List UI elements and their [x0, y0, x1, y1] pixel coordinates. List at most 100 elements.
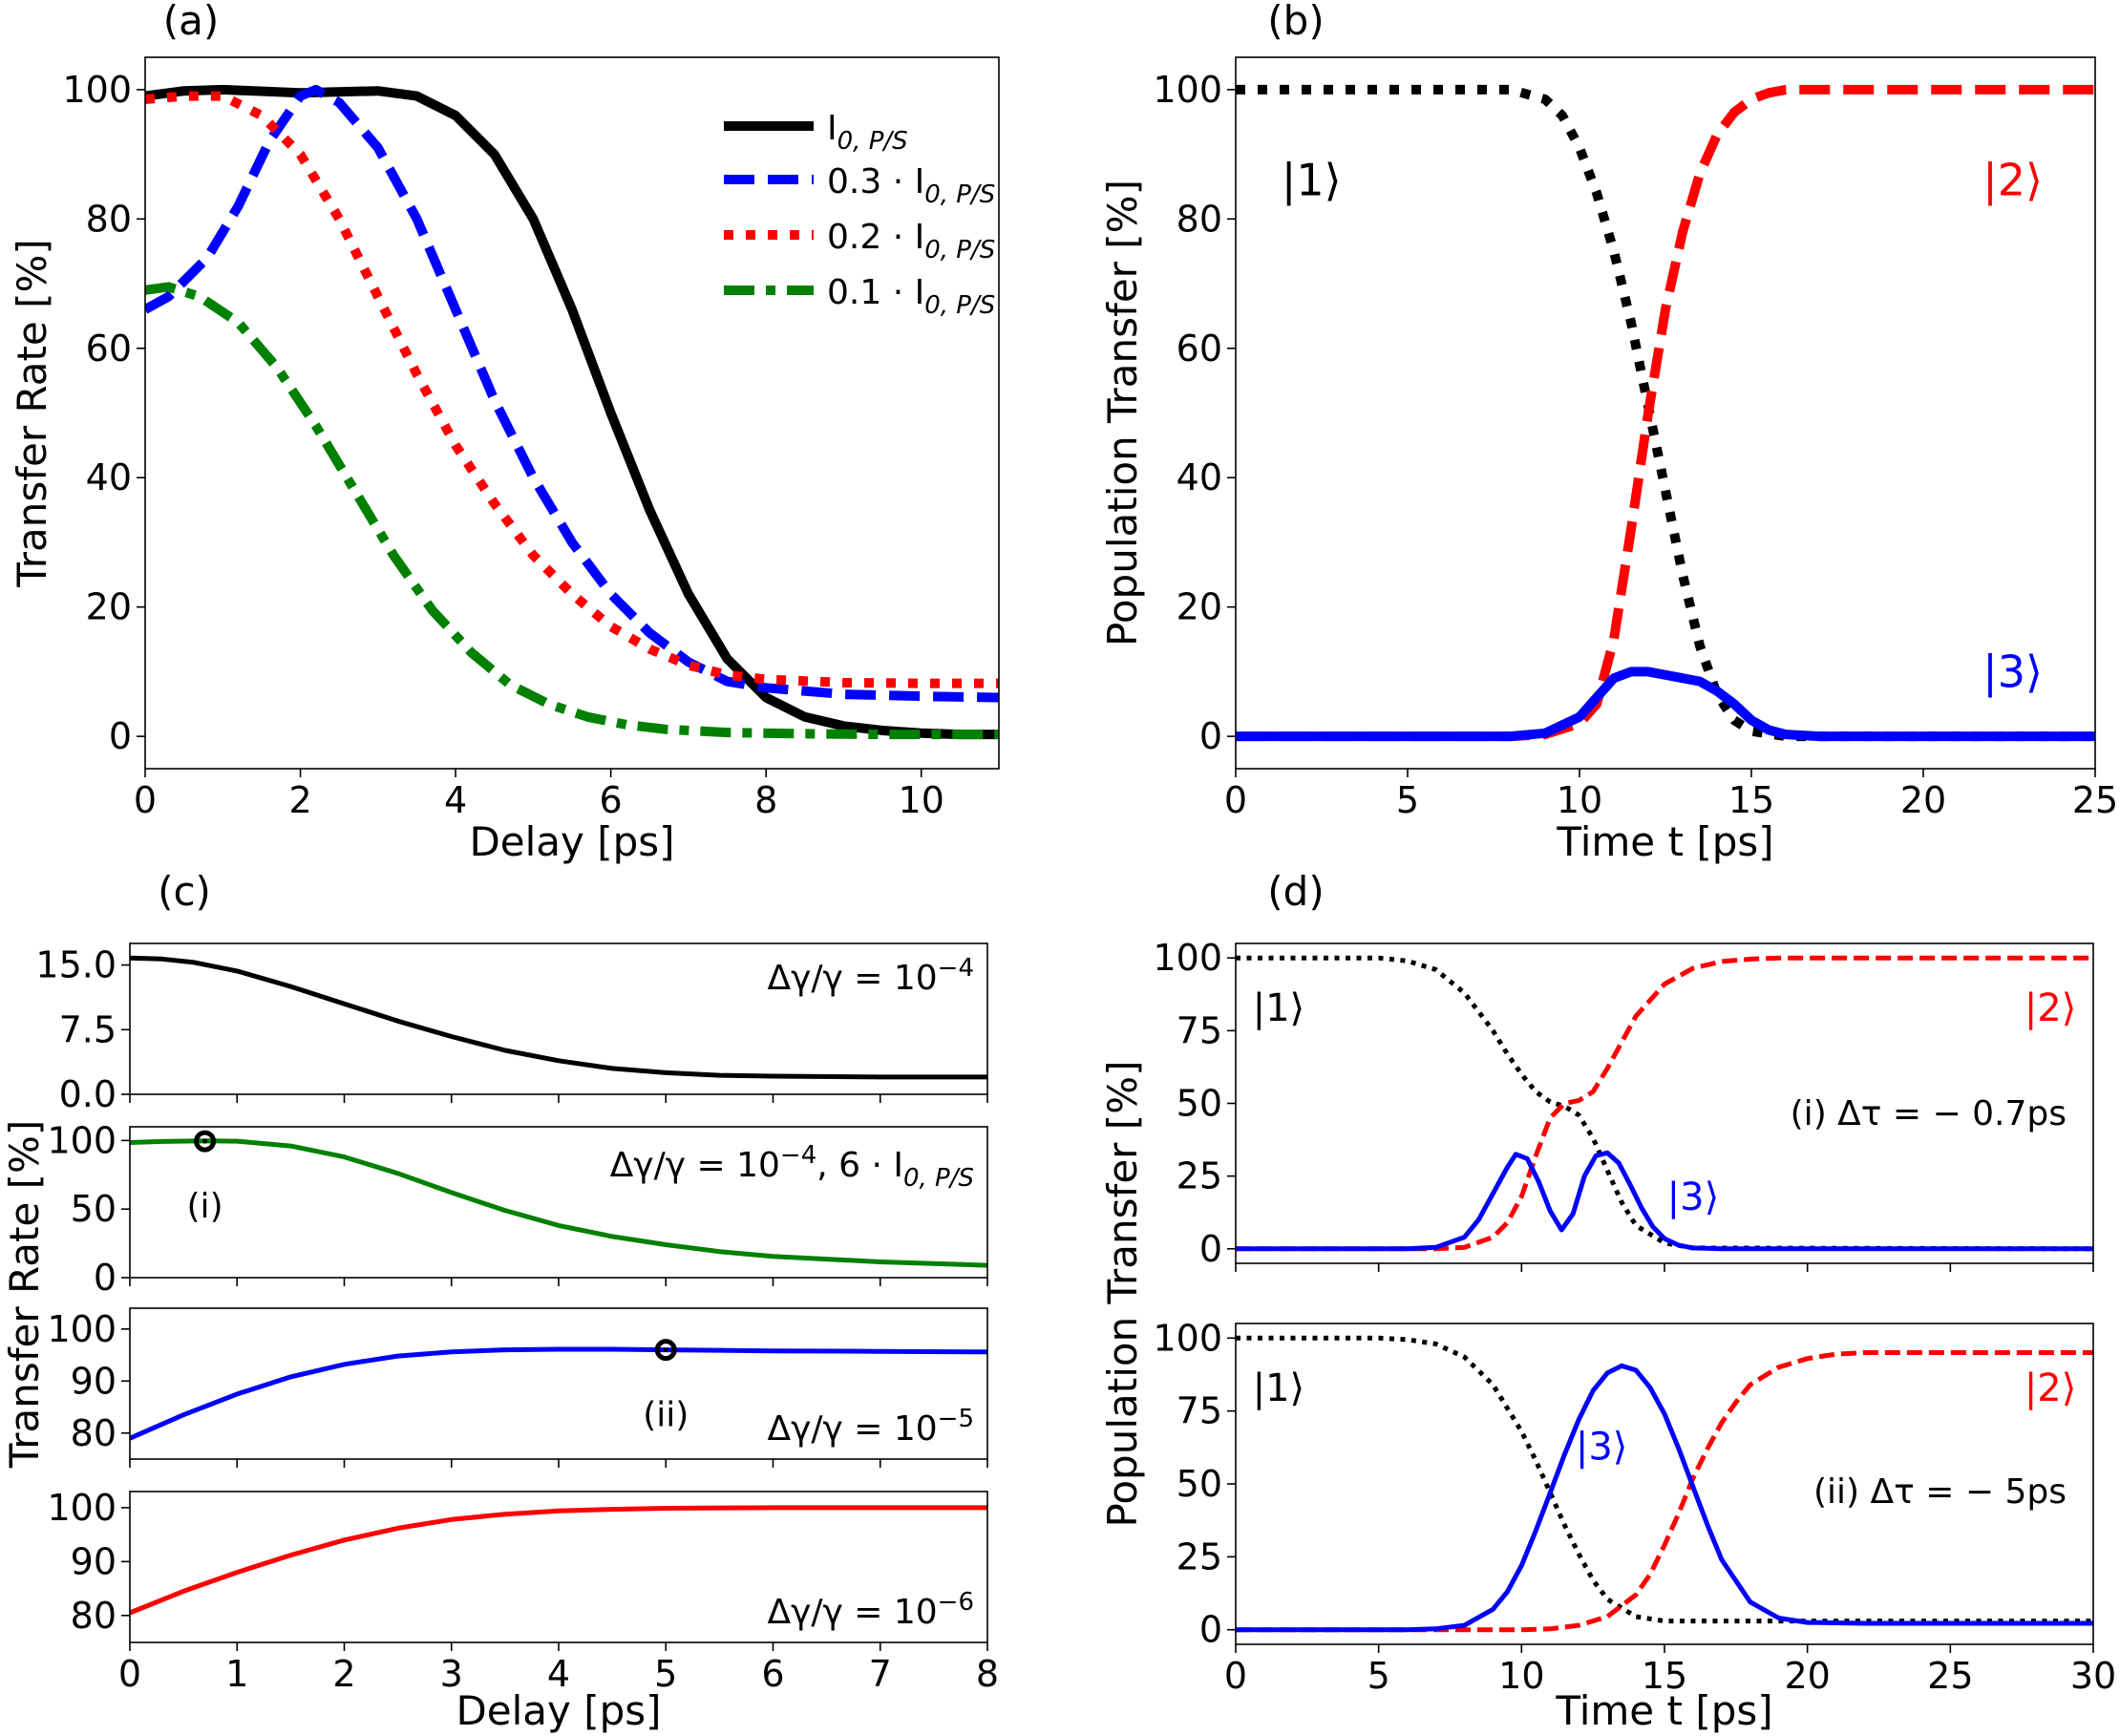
curve-label-exponent: −4 [780, 1141, 816, 1170]
x-tick-label: 0 [1224, 779, 1247, 821]
x-tick-label: 0 [1224, 1655, 1247, 1697]
x-tick-label: 0 [134, 779, 157, 821]
panel-label: (d) [1267, 868, 1324, 915]
legend-label: 0.1 · I0, P/S [827, 273, 995, 320]
y-tick-label: 75 [1177, 1009, 1222, 1051]
y-tick-label: 90 [71, 1360, 117, 1402]
x-tick-label: 2 [288, 779, 311, 821]
series-line-2 [1236, 667, 2095, 742]
y-tick-label: 100 [1153, 937, 1222, 979]
highlight-marker-dot [202, 1138, 208, 1144]
legend-label-subscript: 0, P/S [924, 291, 995, 320]
curve-label-base: Δγ/γ = 10 [767, 959, 937, 998]
y-tick-label: 80 [71, 1595, 117, 1637]
series-line-1 [1236, 955, 2093, 1252]
series-line-2 [145, 91, 999, 688]
y-tick-label: 80 [71, 1412, 117, 1454]
curve-label: Δγ/γ = 10−4 [767, 954, 974, 998]
panel-label: (c) [158, 868, 211, 915]
x-tick-label: 5 [1396, 779, 1419, 821]
x-tick-label: 25 [1927, 1655, 1973, 1697]
y-tick-label: 50 [1177, 1463, 1222, 1505]
series-line-0 [1236, 84, 2095, 742]
series-line-2 [1236, 1150, 2093, 1252]
y-tick-label: 50 [71, 1188, 117, 1230]
y-tick-label: 60 [86, 328, 132, 370]
curve-label-base: Δγ/γ = 10 [767, 1409, 937, 1449]
y-tick-label: 0 [1199, 715, 1222, 757]
y-tick-label: 100 [47, 1119, 117, 1161]
state-ket-label: |1⟩ [1253, 1366, 1305, 1410]
x-tick-label: 25 [2072, 779, 2118, 821]
panel-label: (b) [1267, 0, 1324, 44]
y-tick-label: 75 [1177, 1390, 1222, 1432]
x-tick-label: 5 [654, 1653, 677, 1695]
legend-label-subscript: 0, P/S [924, 236, 995, 265]
y-tick-label: 60 [1177, 328, 1222, 370]
x-axis-label: Delay [ps] [456, 1687, 661, 1734]
x-tick-label: 30 [2070, 1655, 2116, 1697]
y-tick-label: 80 [86, 198, 132, 240]
highlight-marker [194, 1130, 217, 1153]
y-tick-label: 100 [47, 1487, 117, 1529]
x-axis-label: Time t [ps] [1555, 1687, 1772, 1734]
y-axis-label: Population Transfer [%] [1099, 180, 1146, 646]
series-line-0 [1236, 955, 2093, 1252]
state-ket-label: |3⟩ [1667, 1175, 1720, 1219]
series-line-1 [1236, 1350, 2093, 1633]
subplot-d-1: 0 25 50 75 100 (i) Δτ = − 0.7ps |1⟩ |2⟩ |3⟩ [1153, 937, 2094, 1272]
legend-label-base: I [827, 109, 837, 148]
panel-b: 0 5 10 15 20 25 0 20 40 60 80 100 Time t [ps] Populat… [1099, 0, 2118, 865]
highlight-marker-dot [663, 1347, 668, 1353]
y-tick-label: 100 [47, 1308, 117, 1350]
curve-label-subscript: 0, P/S [903, 1164, 974, 1193]
y-tick-label: 40 [1177, 456, 1222, 498]
x-tick-label: 2 [332, 1653, 355, 1695]
y-tick-label: 100 [1153, 1317, 1222, 1359]
y-tick-label: 90 [71, 1540, 117, 1582]
series-line [130, 1505, 987, 1616]
x-tick-label: 6 [600, 779, 623, 821]
legend-label-base: 0.3 · I [827, 162, 924, 201]
panel-d: 0 25 50 75 100 (i) Δτ = − 0.7ps |1⟩ |2⟩ |3⟩ 0 5 10 1… [1099, 868, 2116, 1734]
y-tick-label: 50 [1177, 1083, 1222, 1125]
y-tick-label: 25 [1177, 1155, 1222, 1197]
series-line [130, 1346, 987, 1441]
legend-label: I0, P/S [827, 109, 908, 156]
x-tick-label: 6 [761, 1653, 784, 1695]
x-tick-label: 20 [1900, 779, 1946, 821]
curve-label-exponent: −5 [938, 1405, 974, 1433]
series-line-1 [1236, 84, 2095, 742]
curve-label-base: Δγ/γ = 10 [767, 1593, 937, 1632]
legend-label-subscript: 0, P/S [837, 127, 908, 156]
y-tick-label: 0 [94, 1257, 117, 1299]
state-ket-label: |2⟩ [1982, 155, 2043, 207]
legend-label: 0.2 · I0, P/S [827, 218, 995, 265]
x-tick-label: 0 [118, 1653, 141, 1695]
x-axis-label: Time t [ps] [1556, 818, 1773, 865]
state-ket-label: |3⟩ [1982, 646, 2043, 698]
x-tick-label: 4 [444, 779, 467, 821]
y-tick-label: 0 [1199, 1228, 1222, 1270]
delay-annotation: (i) Δτ = − 0.7ps [1791, 1094, 2067, 1133]
x-tick-label: 8 [754, 779, 777, 821]
curve-label-exponent: −6 [938, 1588, 974, 1617]
subplot-c-4: 0 1 2 3 4 5 6 7 8 80 90 100 Δγ/γ = 10−6 [47, 1487, 999, 1695]
series-line [130, 955, 987, 1080]
x-tick-label: 15 [1728, 779, 1774, 821]
subplot-c-1: 0.0 7.5 15.0 Δγ/γ = 10−4 [35, 942, 988, 1115]
curve-label-extra: , 6 · I [816, 1146, 903, 1185]
curve-label: Δγ/γ = 10−5 [767, 1405, 974, 1449]
x-axis-label: Delay [ps] [469, 818, 674, 865]
marker-label: (ii) [643, 1396, 689, 1435]
x-tick-label: 3 [440, 1653, 463, 1695]
subplot-c-3: 80 90 100 Δγ/γ = 10−5 (ii) [47, 1307, 988, 1468]
x-tick-label: 1 [225, 1653, 248, 1695]
x-tick-label: 4 [547, 1653, 570, 1695]
x-tick-label: 10 [1498, 1655, 1544, 1697]
y-tick-label: 0 [109, 715, 132, 757]
y-tick-label: 0.0 [59, 1073, 117, 1115]
axes-frame-b [1235, 56, 2096, 770]
